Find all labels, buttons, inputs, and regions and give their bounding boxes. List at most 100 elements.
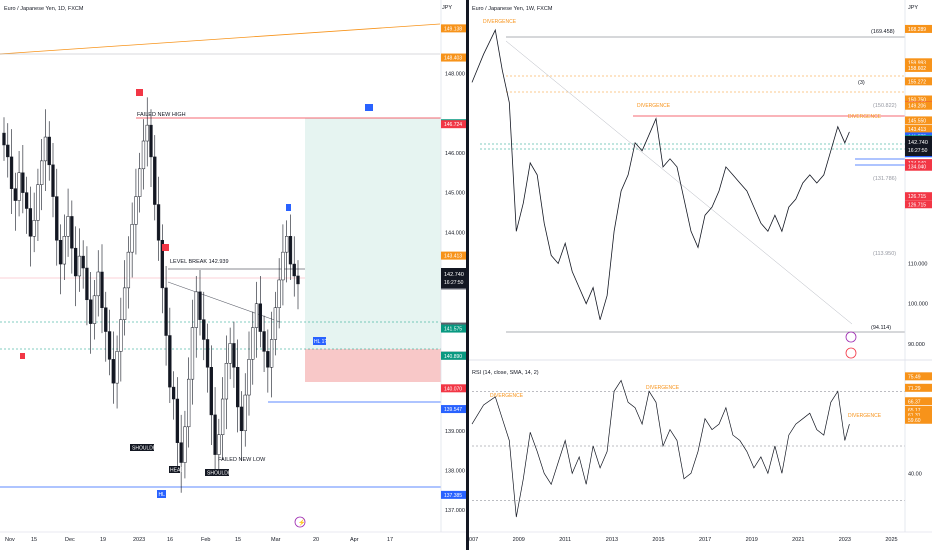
blue-marker-1 bbox=[365, 104, 373, 111]
left-price-tag-3 bbox=[441, 120, 466, 129]
candle-body bbox=[205, 339, 210, 368]
svg-text:⚡: ⚡ bbox=[298, 519, 305, 527]
candle-body bbox=[111, 359, 115, 384]
candle-body bbox=[194, 291, 198, 328]
event-bolt-icon-right[interactable] bbox=[845, 331, 857, 343]
candle-body bbox=[149, 124, 153, 158]
panel-divider[interactable] bbox=[466, 0, 469, 550]
candle-body bbox=[190, 327, 195, 380]
level-break-annotation: LEVEL BREAK 142.939 bbox=[170, 259, 229, 265]
shoulder-left-label: SHOULDER bbox=[132, 446, 160, 452]
rsi-divergence-1: DIVERGENCE bbox=[490, 393, 524, 399]
weekly-price-line bbox=[471, 28, 850, 320]
event-bolt-icon[interactable] bbox=[294, 516, 306, 528]
fib-label-1: (169.458) bbox=[871, 29, 895, 35]
left-time-tick-3: 19 bbox=[100, 537, 106, 543]
candle-body bbox=[96, 271, 100, 297]
right-time-tick-1: 2009 bbox=[513, 537, 525, 543]
left-price-tag-label-11: 140.070 bbox=[444, 386, 462, 392]
shoulder-left-tag bbox=[130, 444, 154, 451]
candle-body bbox=[58, 239, 63, 265]
candle-body bbox=[43, 136, 48, 162]
candle-body bbox=[119, 319, 123, 352]
left-price-axis: 148.000 146.000 145.000 144.000 139.000 138.0… bbox=[445, 72, 465, 515]
right-last-price: 142.740 bbox=[908, 140, 928, 146]
candle-body bbox=[183, 426, 187, 463]
event-alert-icon[interactable] bbox=[845, 347, 857, 359]
candle-body bbox=[13, 188, 17, 201]
left-price-tag-label-10: 140.890 bbox=[444, 354, 462, 360]
right-price-tag-label-7: 145.550 bbox=[908, 118, 926, 124]
fib-label-3: (150.822) bbox=[873, 103, 897, 109]
red-marker-1 bbox=[136, 89, 143, 96]
left-time-tick-11: 17 bbox=[387, 537, 393, 543]
right-price-tag-2 bbox=[905, 63, 932, 72]
rsi-title: RSI (14, close, SMA, 14, 2) bbox=[472, 370, 539, 376]
rsi-tag-label-5: 59.60 bbox=[908, 418, 921, 424]
left-price-tag-4 bbox=[441, 251, 466, 260]
left-time-tick-7: 15 bbox=[235, 537, 241, 543]
right-price-tag-label-14: 134.040 bbox=[908, 165, 926, 171]
right-time-tick-2: 2011 bbox=[559, 537, 571, 543]
left-price-tag-13 bbox=[441, 490, 466, 499]
left-price-tag-10 bbox=[441, 351, 466, 360]
left-price-tag-1 bbox=[441, 53, 466, 62]
left-last-price: 142.740 bbox=[444, 272, 464, 278]
left-time-axis: Nov 15 Dec 19 2023 16 Feb 15 Mar 20 Apr 17 bbox=[5, 537, 393, 543]
left-price-tag-label-8: 141.575 bbox=[444, 327, 462, 333]
candle-body bbox=[47, 136, 51, 166]
divergence-label-1: DIVERGENCE bbox=[483, 19, 517, 25]
rsi-line bbox=[471, 379, 850, 518]
left-price-tag-8 bbox=[441, 324, 466, 333]
rsi-tag-1 bbox=[905, 383, 932, 392]
left-price-tag-label-3: 146.724 bbox=[444, 122, 462, 128]
right-price-tag-label-6: 149.206 bbox=[908, 104, 926, 110]
weekly-price-path bbox=[471, 28, 850, 320]
right-price-tag-label-4: 150.750 bbox=[908, 98, 926, 104]
candle-body bbox=[104, 307, 108, 332]
candle-body bbox=[32, 220, 36, 237]
left-price-tag-label-4: 143.413 bbox=[444, 254, 462, 260]
right-price-tag-15 bbox=[905, 192, 932, 201]
candle-body bbox=[175, 398, 180, 443]
left-time-tick-4: 2023 bbox=[133, 537, 145, 543]
candle-body bbox=[40, 160, 44, 185]
right-price-tag-label-3: 155.272 bbox=[908, 79, 926, 85]
right-price-tag-3 bbox=[905, 77, 932, 86]
candle-body bbox=[36, 184, 40, 221]
candle-body bbox=[269, 339, 274, 368]
candle-body bbox=[153, 156, 157, 205]
rsi-tag-3 bbox=[905, 406, 932, 415]
left-chart-title: Euro / Japanese Yen, 1D, FXCM bbox=[4, 6, 84, 12]
rsi-tick-1: 40.00 bbox=[908, 471, 922, 477]
candle-body bbox=[209, 367, 213, 416]
right-price-tag-7 bbox=[905, 116, 932, 125]
left-time-tick-6: Feb bbox=[201, 537, 210, 543]
shoulder-right-label: SHOULDER bbox=[207, 471, 235, 477]
right-time-tick-5: 2017 bbox=[699, 537, 711, 543]
candle-body bbox=[141, 140, 146, 170]
left-price-tag-12 bbox=[441, 405, 466, 414]
candle-body bbox=[239, 406, 244, 432]
hl2-marker-label: HL 1? bbox=[314, 339, 327, 345]
right-price-tick-2: 90.000 bbox=[908, 342, 925, 348]
candle-body bbox=[6, 144, 10, 158]
candle-body bbox=[130, 224, 134, 253]
rsi-divergence-2: DIVERGENCE bbox=[646, 385, 680, 391]
candle-body bbox=[138, 168, 142, 197]
candle-body bbox=[273, 307, 278, 340]
candle-body bbox=[81, 255, 85, 269]
right-time-tick-7: 2021 bbox=[792, 537, 804, 543]
head-tag bbox=[169, 466, 180, 473]
candle-body bbox=[224, 363, 229, 400]
candle-body bbox=[89, 299, 93, 324]
left-candles bbox=[2, 97, 300, 493]
left-orange-trendline bbox=[0, 23, 441, 55]
right-price-tag-label-15: 126.715 bbox=[908, 194, 926, 200]
right-countdown: 16:27:50 bbox=[908, 148, 928, 154]
candle-body bbox=[198, 291, 202, 320]
left-last-price-badge bbox=[441, 268, 466, 288]
left-time-tick-8: Mar bbox=[271, 537, 281, 543]
